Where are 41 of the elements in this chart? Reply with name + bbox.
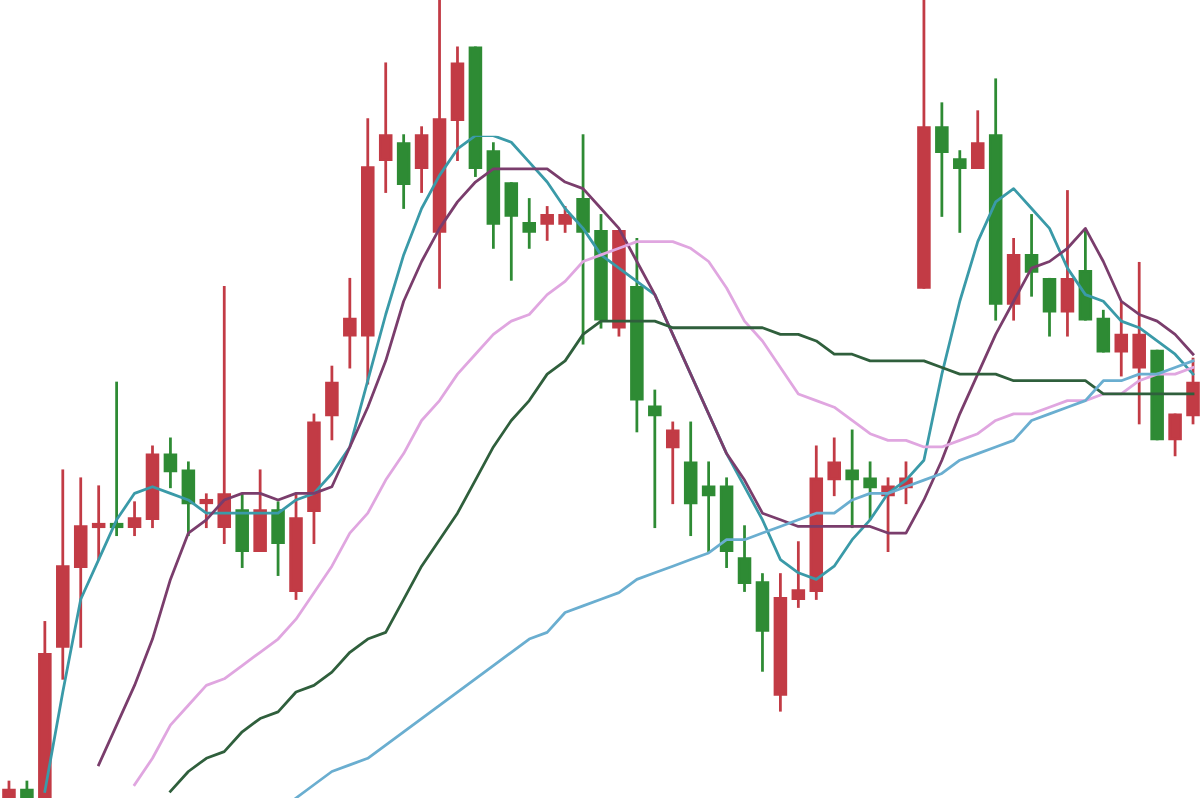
candlestick [540, 206, 554, 241]
candlestick [1078, 230, 1093, 321]
candlestick [558, 206, 572, 233]
candlestick [863, 461, 877, 521]
candlestick [1042, 277, 1057, 337]
candlestick [935, 102, 949, 217]
candlestick [737, 525, 752, 592]
candlestick [701, 461, 716, 553]
candlestick [396, 134, 411, 209]
candlestick [970, 110, 985, 169]
candlestick [199, 493, 214, 529]
candlestick [271, 501, 285, 576]
candlestick [91, 485, 106, 560]
candlestick [576, 134, 590, 345]
candlestick [522, 198, 537, 249]
candlestick [953, 150, 967, 233]
candlestick [1132, 261, 1146, 425]
candlestick [1060, 190, 1075, 337]
candlestick [1186, 357, 1200, 425]
candlestick [791, 541, 806, 608]
candlestick [1006, 238, 1021, 321]
candlestick [845, 429, 859, 529]
candlestick [1096, 309, 1111, 353]
candlestick [683, 421, 698, 537]
candlestick [235, 493, 249, 568]
candlestick [665, 421, 680, 505]
candlestick [827, 437, 841, 497]
candlestick [181, 461, 196, 537]
candlestick [648, 389, 662, 529]
candlestick [343, 277, 357, 369]
candlestick [1114, 301, 1129, 377]
candlestick [73, 477, 88, 648]
candlestick [163, 437, 178, 489]
candlestick [253, 469, 267, 553]
candlestick [127, 501, 142, 537]
candlestick [504, 182, 519, 281]
candlestick [1168, 413, 1182, 457]
candlestick [414, 126, 429, 193]
candlestick [378, 62, 393, 193]
candlestick [325, 365, 339, 441]
candlestick [755, 573, 770, 672]
